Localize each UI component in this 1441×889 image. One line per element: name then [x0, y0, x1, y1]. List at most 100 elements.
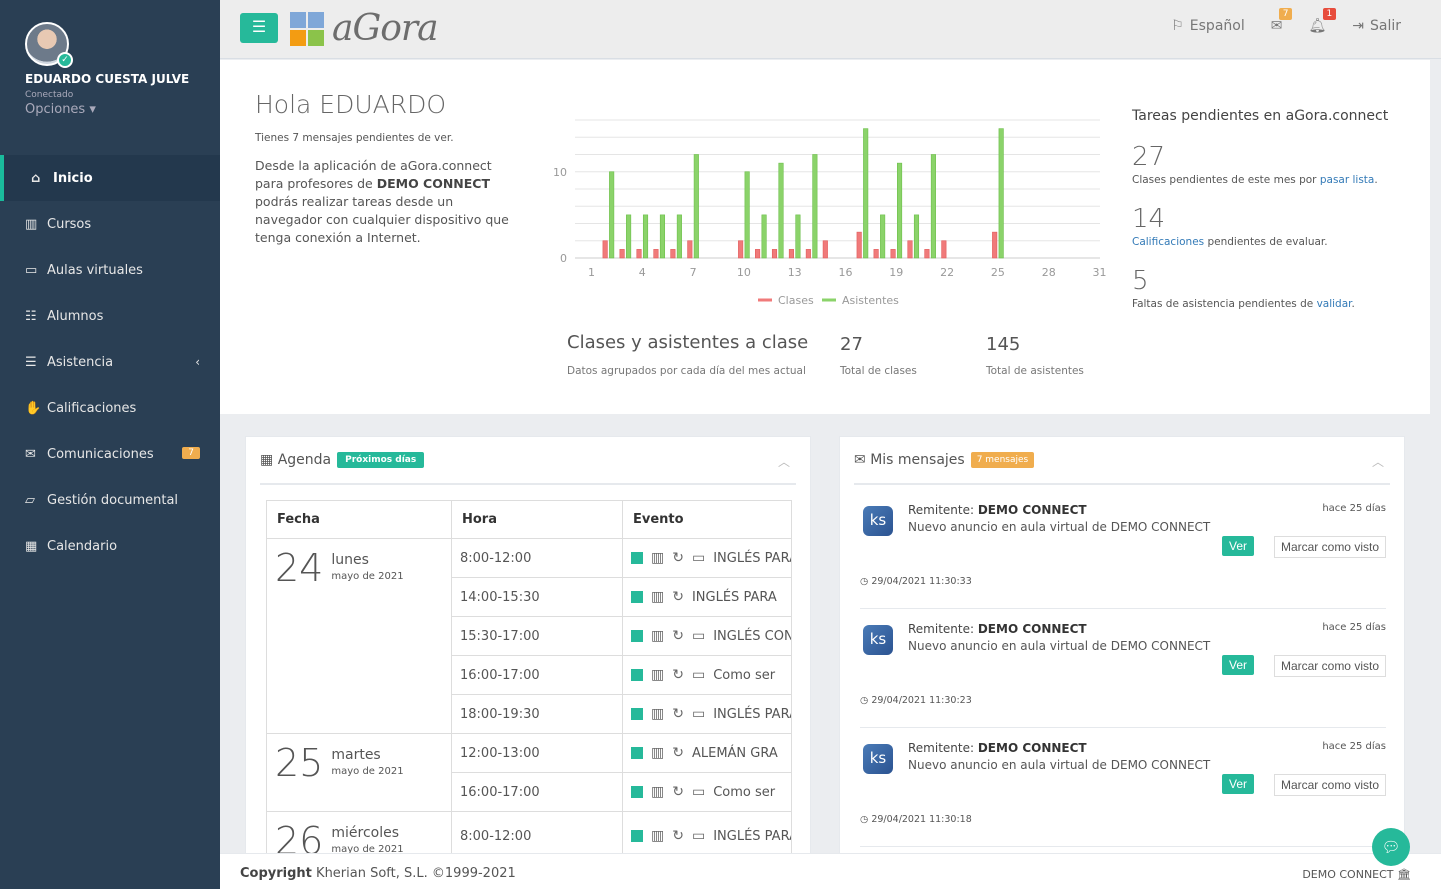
message-age: hace 25 días: [1322, 741, 1386, 752]
sender-name: DEMO CONNECT: [977, 503, 1087, 517]
event-title: INGLÉS PARA: [691, 589, 777, 605]
chat-button[interactable]: 💬︎: [1372, 828, 1410, 866]
event-cell[interactable]: ▥ ↻ ▭ INGLÉS PARA: [622, 694, 792, 734]
sidebar-item-aulas-virtuales[interactable]: ▭ Aulas virtuales: [0, 247, 220, 293]
language-selector[interactable]: ⚐ Español: [1171, 18, 1245, 34]
sidebar-item-comunicaciones[interactable]: ✉ Comunicaciones 7: [0, 431, 220, 477]
message-body: Nuevo anuncio en aula virtual de DEMO CO…: [908, 758, 1211, 772]
recurring-icon: ↻: [672, 706, 684, 722]
column-header: Fecha: [266, 500, 452, 539]
event-cell[interactable]: ▥ ↻ INGLÉS PARA: [622, 577, 792, 617]
sender-logo-icon: ks: [863, 625, 893, 655]
event-cell[interactable]: ▥ ↻ ▭ Como ser: [622, 655, 792, 695]
chevron-up-icon[interactable]: ︿: [777, 455, 790, 469]
clock-icon: ◷: [860, 576, 872, 587]
stat-total-attendees: 145 Total de asistentes: [986, 334, 1084, 377]
day-month: mayo de 2021: [331, 766, 404, 777]
messages-count-badge: 7 mensajes: [970, 452, 1035, 468]
chevron-up-icon[interactable]: ︿: [1371, 455, 1384, 469]
bar-asistentes: [880, 214, 886, 259]
bar-asistentes: [609, 171, 615, 259]
event-time: 14:00-15:30: [451, 577, 623, 617]
mark-seen-button[interactable]: Marcar como visto: [1273, 655, 1386, 677]
mark-seen-button[interactable]: Marcar como visto: [1273, 536, 1386, 558]
mail-button[interactable]: ✉ 7: [1271, 8, 1293, 34]
view-message-button[interactable]: Ver: [1221, 536, 1254, 556]
day-number: 24: [275, 546, 324, 590]
intro-part: Desde la aplicación de aGora.connect par…: [255, 158, 492, 191]
bar-clases: [653, 249, 659, 259]
logout-button[interactable]: ⇥ Salir: [1352, 18, 1401, 34]
sidebar-item-label: Alumnos: [47, 308, 104, 324]
message-age: hace 25 días: [1322, 503, 1386, 514]
x-tick-label: 22: [940, 266, 954, 279]
users-icon: ☷: [25, 308, 37, 324]
bar-asistentes: [626, 214, 632, 259]
message-timestamp: ◷ 29/04/2021 11:30:33: [860, 576, 972, 587]
event-title: INGLÉS PARA: [713, 828, 792, 844]
message-item: ks Remitente: DEMO CONNECT Nuevo anuncio…: [860, 618, 1386, 728]
event-cell[interactable]: ▥ ↻ ▭ INGLÉS PARA: [622, 811, 792, 855]
event-cell[interactable]: ▥ ↻ ▭ Como ser: [622, 772, 792, 812]
validar-link[interactable]: validar: [1316, 298, 1352, 310]
video-camera-icon: ▭: [691, 550, 706, 566]
view-message-button[interactable]: Ver: [1221, 655, 1254, 675]
chat-bubbles-icon: 💬︎: [1381, 838, 1401, 856]
event-cell[interactable]: ▥ ↻ ▭ INGLÉS CON: [622, 616, 792, 656]
sidebar-item-label: Gestión documental: [47, 492, 179, 508]
message-sender: Remitente: DEMO CONNECT: [908, 741, 1087, 755]
user-options-dropdown[interactable]: Opciones ▾: [25, 102, 96, 117]
event-time: 16:00-17:00: [451, 655, 623, 695]
sidebar-item-inicio[interactable]: ⌂ Inicio: [0, 155, 220, 201]
sidebar-item-alumnos[interactable]: ☷ Alumnos: [0, 293, 220, 339]
sender-label: Remitente:: [908, 503, 978, 517]
task-text: Faltas de asistencia pendientes de valid…: [1132, 298, 1422, 310]
bar-asistentes: [642, 214, 649, 259]
timestamp-text: 29/04/2021 11:30:18: [871, 814, 972, 825]
sidebar-item-calificaciones[interactable]: ✋ Calificaciones: [0, 385, 220, 431]
envelope-icon: ✉: [854, 452, 871, 468]
notifications-button[interactable]: 🔔︎ 1: [1308, 8, 1337, 34]
mark-seen-button[interactable]: Marcar como visto: [1273, 774, 1386, 796]
avatar[interactable]: ✓: [25, 22, 73, 68]
footer-brand-label: DEMO CONNECT: [1302, 868, 1394, 881]
agenda-date-cell: 25 martes mayo de 2021: [266, 733, 452, 812]
task-text-part: pendientes de evaluar.: [1204, 236, 1328, 248]
bar-asistentes: [897, 162, 903, 259]
bar-asistentes: [998, 128, 1004, 259]
sidebar-item-gestion-documental[interactable]: ▱ Gestión documental: [0, 477, 220, 523]
view-message-button[interactable]: Ver: [1221, 774, 1254, 794]
event-cell[interactable]: ▥ ↻ ▭ INGLÉS PARA: [622, 538, 792, 578]
books-icon: ▥: [651, 706, 665, 722]
sidebar-item-asistencia[interactable]: ☰ Asistencia ‹: [0, 339, 220, 385]
recurring-icon: ↻: [672, 550, 684, 566]
task-grades: 14 Calificaciones pendientes de evaluar.: [1132, 204, 1422, 248]
sidebar-item-calendario[interactable]: ▦ Calendario: [0, 523, 220, 569]
sidebar-nav: ⌂ Inicio ▥ Cursos ▭ Aulas virtuales ☷ Alumno…: [0, 155, 220, 569]
event-cell[interactable]: ▥ ↻ ALEMÁN GRA: [622, 733, 792, 773]
event-time: 18:00-19:30: [451, 694, 623, 734]
x-tick-label: 28: [1042, 266, 1056, 279]
event-title: INGLÉS PARA: [713, 550, 792, 566]
bar-clases: [924, 249, 930, 259]
video-camera-icon: ▭: [691, 628, 706, 644]
bar-clases: [907, 240, 913, 259]
bar-clases: [738, 240, 744, 259]
intro-org: DEMO CONNECT: [376, 176, 491, 191]
bar-clases: [602, 240, 608, 259]
pasar-lista-link[interactable]: pasar lista: [1319, 174, 1375, 186]
sidebar-item-label: Cursos: [47, 216, 92, 232]
x-tick-label: 4: [639, 266, 646, 279]
bar-clases: [670, 249, 676, 259]
column-header: Evento: [622, 500, 792, 539]
sender-label: Remitente:: [908, 622, 978, 636]
app-logo[interactable]: aGora: [290, 8, 439, 49]
list-icon: ☰: [25, 354, 37, 370]
day-month: mayo de 2021: [331, 844, 404, 855]
message-sender: Remitente: DEMO CONNECT: [908, 622, 1087, 636]
bar-clases: [941, 240, 947, 259]
calificaciones-link[interactable]: Calificaciones: [1132, 236, 1205, 248]
menu-toggle-button[interactable]: ☰: [240, 13, 278, 43]
sidebar-item-cursos[interactable]: ▥ Cursos: [0, 201, 220, 247]
hamburger-icon: ☰: [251, 19, 267, 36]
